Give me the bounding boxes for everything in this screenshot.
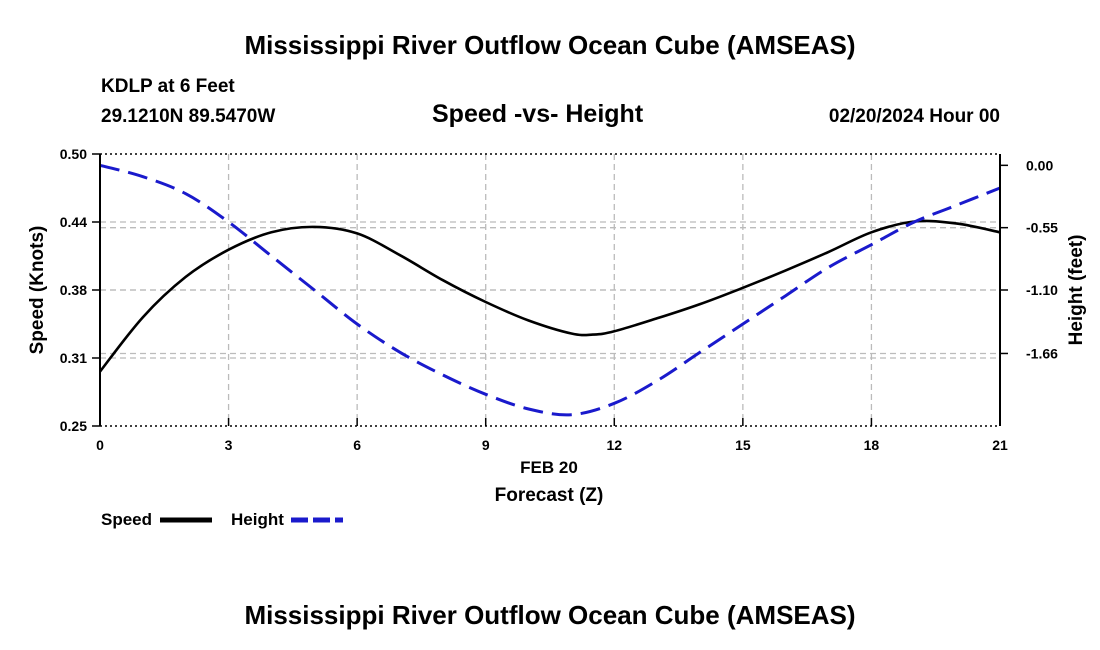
- x-tick-label-3: 9: [482, 437, 490, 453]
- y-axis-right-title: Height (feet): [1066, 235, 1087, 346]
- x-tick-label-2: 6: [353, 437, 361, 453]
- grid-lines: [100, 154, 1000, 426]
- y-right-tick-label-2: -1.10: [1026, 282, 1058, 298]
- x-tick-label-7: 21: [992, 437, 1008, 453]
- speed-series-line: [98, 219, 1001, 373]
- series-lines: [98, 163, 1001, 417]
- legend-height-label: Height: [231, 510, 284, 529]
- x-tick-label-0: 0: [96, 437, 104, 453]
- x-tick-label-1: 3: [225, 437, 233, 453]
- y-axis-left-title: Speed (Knots): [27, 226, 48, 355]
- y-left-tick-label-1: 0.31: [60, 350, 87, 366]
- x-tick-label-4: 12: [606, 437, 622, 453]
- y-right-tick-label-0: 0.00: [1026, 157, 1053, 173]
- y-left-tick-label-4: 0.50: [60, 146, 87, 162]
- y-right-tick-label-3: -1.66: [1026, 345, 1058, 361]
- page-title-bottom: Mississippi River Outflow Ocean Cube (AM…: [244, 600, 856, 630]
- x-tick-label-6: 18: [864, 437, 880, 453]
- y-left-tick-label-0: 0.25: [60, 418, 87, 434]
- legend-speed-label: Speed: [101, 510, 153, 529]
- chart-title: Speed -vs- Height: [432, 100, 644, 128]
- coordinates-label: 29.1210N 89.5470W: [101, 106, 276, 127]
- station-label: KDLP at 6 Feet: [101, 76, 235, 97]
- y-left-tick-label-2: 0.38: [60, 282, 87, 298]
- y-left-tick-label-3: 0.44: [60, 214, 87, 230]
- axis-ticks: 0 3 6 9 12 15 18 21 0.25 0.31 0.38 0.44 0.50 0.00 -0.5…: [60, 146, 1058, 453]
- page-title-top: Mississippi River Outflow Ocean Cube (AM…: [244, 30, 856, 60]
- date-label: 02/20/2024 Hour 00: [828, 106, 1000, 127]
- x-axis-date-label: FEB 20: [520, 458, 578, 477]
- x-axis-title: Forecast (Z): [495, 485, 604, 506]
- y-right-tick-label-1: -0.55: [1026, 220, 1058, 236]
- x-tick-label-5: 15: [735, 437, 751, 453]
